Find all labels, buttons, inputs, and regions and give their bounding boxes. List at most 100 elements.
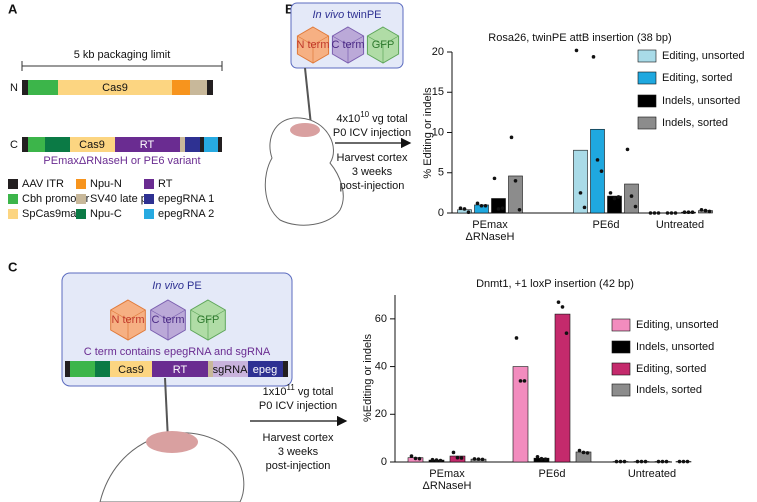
bar bbox=[607, 195, 622, 214]
data-point bbox=[591, 55, 596, 59]
harvest: 3 weeks bbox=[278, 446, 319, 458]
capsid-edge bbox=[207, 309, 226, 321]
data-point bbox=[479, 203, 484, 208]
legend-swatch bbox=[637, 49, 657, 63]
construct-segment bbox=[190, 80, 207, 95]
data-point bbox=[656, 211, 661, 215]
data-point bbox=[522, 379, 527, 383]
data-point bbox=[438, 458, 443, 463]
data-point bbox=[618, 459, 623, 464]
data-point bbox=[673, 211, 678, 215]
data-point bbox=[451, 450, 456, 455]
harvest: post-injection bbox=[266, 460, 331, 472]
capsid-edge bbox=[167, 309, 186, 321]
x-tick-label: PEmax ΔRNaseH bbox=[422, 468, 472, 492]
construct-segment bbox=[22, 80, 28, 95]
construct-segment bbox=[70, 361, 95, 377]
harvest: Harvest cortex bbox=[337, 152, 408, 164]
data-point bbox=[577, 448, 582, 453]
legend-label: Npu-C bbox=[90, 208, 122, 220]
data-point bbox=[535, 454, 540, 459]
construct-segment bbox=[204, 137, 218, 152]
data-point bbox=[475, 201, 480, 206]
construct-segment bbox=[95, 361, 110, 377]
segment-label: Cas9 bbox=[102, 82, 128, 94]
data-point bbox=[564, 331, 569, 335]
data-point bbox=[466, 210, 471, 214]
construct-segment bbox=[115, 137, 180, 152]
data-point bbox=[518, 379, 523, 383]
capsid-label: N term bbox=[112, 314, 145, 326]
data-point bbox=[682, 210, 687, 214]
data-point bbox=[578, 191, 583, 195]
construct-segment bbox=[248, 361, 283, 377]
bar bbox=[512, 366, 529, 463]
data-point bbox=[643, 459, 648, 464]
construct-segment bbox=[110, 361, 152, 377]
segment-label: RT bbox=[140, 139, 155, 151]
data-point bbox=[629, 194, 634, 198]
legend-label: SV40 late pA bbox=[90, 193, 155, 205]
x-tick-label: Untreated bbox=[655, 219, 705, 231]
data-point bbox=[514, 336, 519, 340]
brain bbox=[146, 431, 198, 453]
construct-segment bbox=[218, 137, 222, 152]
data-point bbox=[413, 456, 418, 461]
construct-segment bbox=[207, 80, 213, 95]
data-point bbox=[472, 457, 477, 461]
data-point bbox=[582, 205, 587, 210]
legend-swatch bbox=[144, 209, 154, 219]
segment-label: RT bbox=[173, 364, 188, 376]
data-point bbox=[462, 207, 467, 211]
data-point bbox=[585, 451, 590, 455]
segment-label: Cas9 bbox=[118, 364, 144, 376]
segment-label: sgRNA bbox=[213, 364, 249, 376]
construct bbox=[65, 361, 288, 377]
legend-swatch bbox=[611, 362, 631, 376]
data-point bbox=[656, 459, 661, 464]
chart-title: Rosa26, twinPE attB insertion (38 bp) bbox=[488, 32, 671, 44]
capsid-label: C term bbox=[332, 39, 365, 51]
data-point bbox=[595, 158, 600, 162]
construct-segment bbox=[172, 80, 190, 95]
segment-label: epeg bbox=[253, 364, 277, 376]
box-title-italic: In vivo bbox=[152, 280, 184, 292]
data-point bbox=[703, 208, 708, 213]
data-point bbox=[556, 300, 561, 304]
y-tick-label: 60 bbox=[375, 313, 387, 325]
bar bbox=[624, 183, 639, 214]
data-point bbox=[635, 459, 640, 464]
capsid-edge bbox=[150, 309, 169, 321]
legend-swatch bbox=[637, 116, 657, 130]
box-title: In vivo twinPE bbox=[312, 9, 381, 21]
data-point bbox=[669, 211, 674, 215]
x-tick-label: PEmax ΔRNaseH bbox=[465, 219, 515, 243]
construct-segment bbox=[200, 137, 204, 152]
data-point bbox=[517, 207, 522, 212]
capsid-edge bbox=[347, 35, 364, 46]
construct-segment bbox=[283, 361, 288, 377]
legend-swatch bbox=[144, 194, 154, 204]
capsid-edge bbox=[127, 309, 146, 321]
legend-swatch bbox=[8, 179, 18, 189]
segment-label: Cas9 bbox=[79, 139, 105, 151]
row-label: C bbox=[10, 139, 18, 151]
capsid-edge bbox=[190, 309, 209, 321]
data-point bbox=[677, 459, 682, 464]
data-point bbox=[699, 207, 704, 212]
dose-exp: 10 bbox=[360, 110, 369, 119]
construct-segment bbox=[65, 361, 70, 377]
needle bbox=[304, 67, 312, 126]
bar bbox=[554, 313, 571, 463]
legend-swatch bbox=[637, 94, 657, 108]
capsid-label: GFP bbox=[372, 39, 395, 51]
y-tick-label: 15 bbox=[432, 86, 444, 98]
needle bbox=[164, 377, 169, 441]
data-point bbox=[476, 457, 481, 461]
legend-label: SpCas9max bbox=[22, 208, 82, 220]
legend-label: Indels, unsorted bbox=[662, 95, 740, 107]
legend-swatch bbox=[144, 179, 154, 189]
legend-label: AAV ITR bbox=[22, 178, 64, 190]
bar bbox=[573, 149, 588, 214]
harvest: post-injection bbox=[340, 180, 405, 192]
